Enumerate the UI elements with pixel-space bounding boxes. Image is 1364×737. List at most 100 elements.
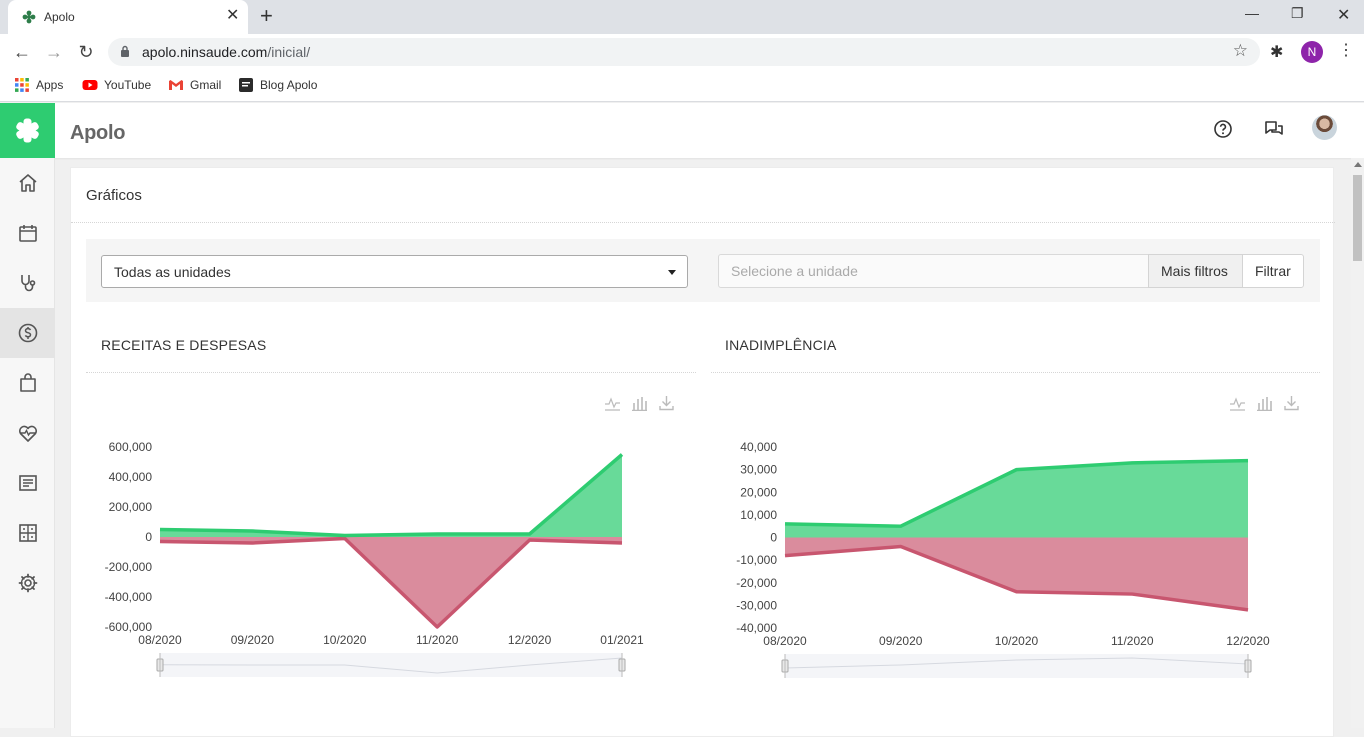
sidebar-item-dashboard[interactable] [0, 508, 55, 558]
x-tick-label: 01/2021 [600, 633, 644, 647]
filter-button[interactable]: Filtrar [1242, 254, 1304, 288]
help-icon[interactable] [1212, 118, 1234, 140]
y-tick-label: 40,000 [740, 440, 777, 454]
chat-icon[interactable] [1263, 118, 1285, 140]
x-tick-label: 12/2020 [1226, 634, 1270, 648]
series-area [785, 537, 1248, 610]
tab-title: Apolo [44, 10, 75, 24]
bookmark-label: Gmail [190, 78, 222, 92]
series-area [785, 460, 1248, 538]
gmail-icon [169, 80, 183, 90]
divider [71, 222, 1335, 223]
browser-menu-icon[interactable]: ⋮ [1338, 42, 1354, 59]
chart-inadimplencia: 40,000 30,000 20,000 10,000 0 -10,000 -20,000 -… [736, 440, 1270, 678]
sidebar-item-finance[interactable] [0, 308, 55, 358]
y-tick-label: 10,000 [740, 508, 777, 522]
app-header: Apolo [0, 103, 1364, 158]
dollar-icon [18, 323, 37, 343]
new-tab-button[interactable]: + [260, 3, 273, 28]
series-line [784, 544, 1249, 612]
chart-toolbox [604, 394, 675, 411]
page-title: Gráficos [86, 187, 142, 204]
shopping-bag-icon [19, 373, 36, 392]
y-tick-label: 30,000 [740, 463, 777, 477]
url-path: /inicial/ [267, 44, 311, 60]
charts-card: Gráficos Todas as unidades Selecione a u… [70, 167, 1335, 737]
x-tick-label: 10/2020 [323, 633, 367, 647]
bookmark-gmail[interactable]: Gmail [168, 77, 221, 93]
y-tick-label: -40,000 [736, 621, 777, 635]
url-text: apolo.ninsaude.com/inicial/ [142, 44, 310, 60]
profile-avatar[interactable]: N [1301, 41, 1323, 63]
divider [86, 372, 696, 373]
y-tick-label: 400,000 [109, 470, 153, 484]
sidebar-item-stethoscope[interactable] [0, 258, 55, 308]
address-bar[interactable]: apolo.ninsaude.com/inicial/ ☆ [108, 38, 1260, 66]
restore-icon[interactable]: ❐ [1291, 5, 1304, 21]
forward-icon[interactable]: → [45, 42, 63, 62]
sidebar-item-health[interactable] [0, 408, 55, 458]
bookmark-star-icon[interactable]: ☆ [1232, 41, 1248, 60]
extensions-icon[interactable]: ✱ [1270, 44, 1284, 61]
units-select[interactable]: Todas as unidades [101, 255, 688, 288]
unit-search-input[interactable]: Selecione a unidade [718, 254, 1149, 288]
sidebar-item-calendar[interactable] [0, 208, 55, 258]
download-icon[interactable] [1283, 394, 1300, 411]
chart-receitas-despesas: 600,000 400,000 200,000 0 -200,000 -400,000 -6… [105, 440, 644, 677]
x-tick-label: 11/2020 [416, 633, 459, 647]
download-icon[interactable] [658, 394, 675, 411]
browser-tabbar: Apolo ✕ + — ❐ ✕ [0, 0, 1364, 34]
app-logo[interactable] [0, 103, 55, 158]
y-tick-label: 200,000 [109, 500, 153, 514]
back-icon[interactable]: ← [13, 42, 31, 62]
tab-close-icon[interactable]: ✕ [226, 7, 240, 24]
more-filters-button[interactable]: Mais filtros [1148, 254, 1243, 288]
browser-toolbar: ← → ↻ apolo.ninsaude.com/inicial/ ☆ ✱ N … [0, 34, 1364, 70]
calendar-icon [18, 225, 37, 242]
gear-icon [18, 573, 37, 593]
series-line [159, 536, 623, 629]
bookmark-label: Blog Apolo [260, 78, 318, 92]
sidebar-item-home[interactable] [0, 158, 55, 208]
bookmark-blog-apolo[interactable]: Blog Apolo [238, 77, 317, 93]
lock-icon [121, 45, 129, 57]
sidebar-item-shop[interactable] [0, 358, 55, 408]
line-chart-icon[interactable] [604, 394, 621, 411]
units-select-value: Todas as unidades [114, 264, 231, 280]
chart-title-inadimplencia: INADIMPLÊNCIA [725, 337, 837, 353]
scroll-thumb[interactable] [1353, 175, 1362, 261]
dashboard-icon [18, 524, 37, 542]
reload-icon[interactable]: ↻ [78, 42, 94, 62]
bookmark-youtube[interactable]: YouTube [82, 77, 151, 93]
bookmark-apps[interactable]: Apps [14, 77, 63, 93]
heart-pulse-icon [18, 425, 37, 442]
window-close-icon[interactable]: ✕ [1337, 7, 1351, 24]
divider [711, 372, 1320, 373]
apolo-logo-icon [16, 118, 39, 143]
scroll-up-arrow-icon[interactable] [1354, 162, 1362, 167]
x-tick-label: 08/2020 [763, 634, 807, 648]
line-chart-icon[interactable] [1229, 394, 1246, 411]
chart-toolbox [1229, 394, 1300, 411]
x-tick-label: 09/2020 [231, 633, 275, 647]
x-tick-label: 11/2020 [1111, 634, 1154, 648]
sidebar-item-reports[interactable] [0, 458, 55, 508]
blog-icon [239, 78, 253, 92]
user-avatar[interactable] [1312, 115, 1337, 140]
y-tick-label: 0 [145, 530, 152, 544]
bar-chart-icon[interactable] [1256, 394, 1273, 411]
y-tick-label: -400,000 [105, 590, 153, 604]
browser-tab[interactable]: Apolo ✕ [8, 0, 248, 34]
chart-title-receitas: RECEITAS E DESPESAS [101, 337, 267, 353]
chevron-down-icon [668, 270, 676, 275]
sidebar-item-settings[interactable] [0, 558, 55, 608]
bar-chart-icon[interactable] [631, 394, 648, 411]
y-tick-label: 0 [770, 531, 777, 545]
bookmark-label: YouTube [104, 78, 152, 92]
y-tick-label: -30,000 [736, 598, 777, 612]
x-tick-label: 08/2020 [138, 633, 182, 647]
y-tick-label: -20,000 [736, 576, 777, 590]
minimize-icon[interactable]: — [1245, 5, 1259, 21]
url-host: apolo.ninsaude.com [142, 44, 268, 60]
page-scrollbar[interactable] [1351, 158, 1364, 728]
